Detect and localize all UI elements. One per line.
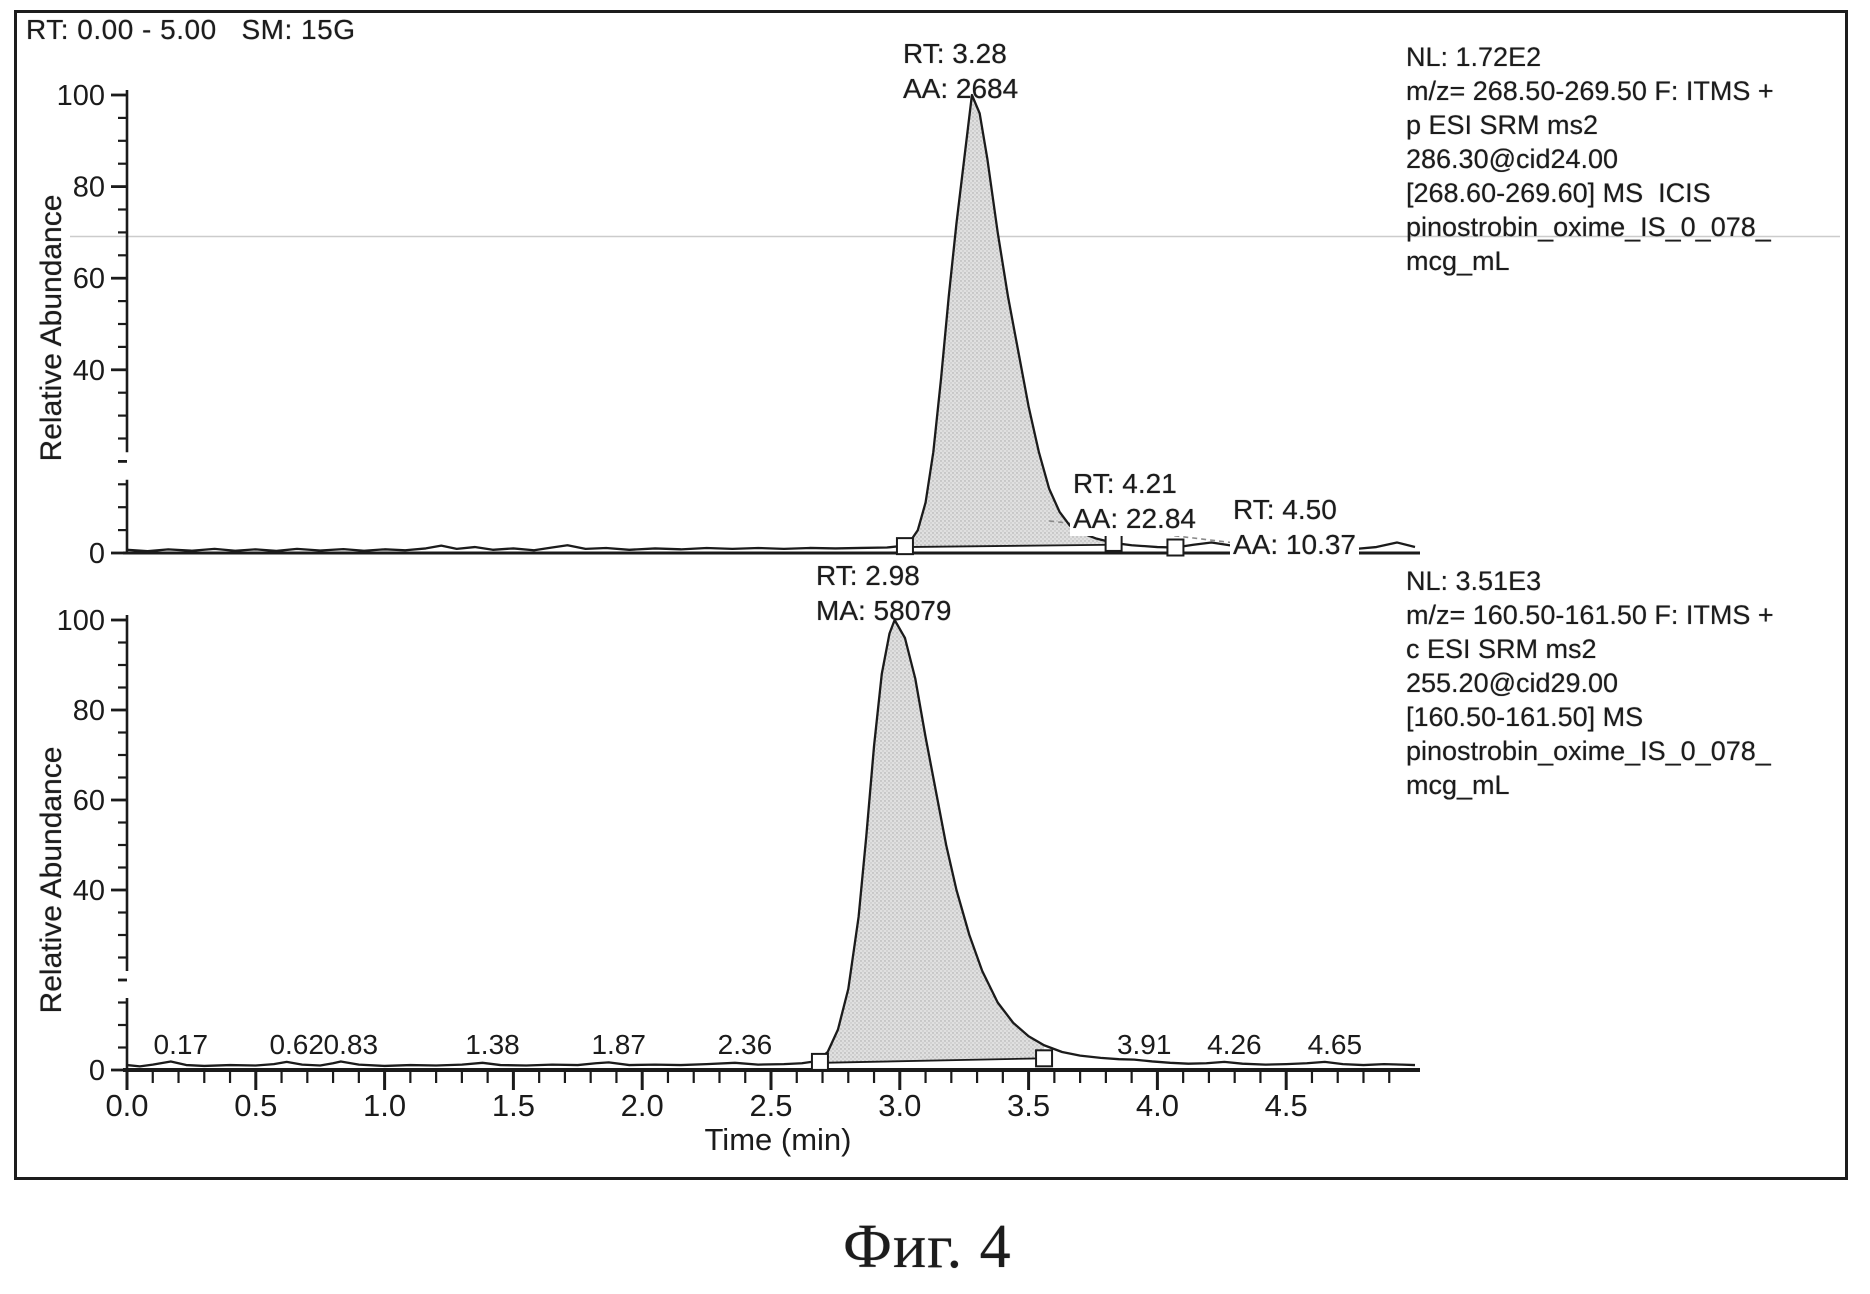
panel-bottom: 100 80 60 40 00.0 0.5 1.0 1.5 2.0 2.5 3.0 3.5 4.0 4.5…: [57, 605, 1420, 1157]
rt-label: 4.26: [1207, 1029, 1262, 1060]
y-tick-label: 80: [73, 695, 105, 727]
peak-label-bottom-main: RT: 2.98 MA: 58079: [816, 560, 952, 626]
peak-fill: [904, 95, 1114, 548]
x-tick-label: 0.0: [105, 1088, 148, 1123]
peak-label-top-rt421: RT: 4.21 AA: 22.84: [1070, 466, 1199, 536]
figure-caption: Фиг. 4: [843, 1213, 1012, 1281]
y-tick-label: 60: [73, 263, 105, 295]
integration-baseline: [904, 543, 1114, 548]
rt-label: 4.65: [1308, 1029, 1363, 1060]
y-tick-label: 100: [57, 80, 105, 112]
x-tick-label: 1.0: [363, 1088, 406, 1123]
integration-marker: [1166, 538, 1185, 557]
integration-marker: [895, 537, 914, 556]
peak-label-top-rt450: RT: 4.50 AA: 10.37: [1230, 492, 1359, 562]
rt-label: 0.62: [269, 1029, 324, 1060]
x-tick-label: 2.5: [749, 1088, 792, 1123]
rt-label: 1.87: [591, 1029, 646, 1060]
y-tick-label: 40: [73, 875, 105, 907]
scan-info-block-bottom: NL: 3.51E3 m/z= 160.50-161.50 F: ITMS + …: [1406, 566, 1774, 800]
integration-marker: [810, 1052, 829, 1071]
peak-fill: [822, 620, 1045, 1063]
y-tick-label: 60: [73, 785, 105, 817]
panel-top: 100 80 60 40 0: [57, 80, 1420, 570]
trace: [126, 93, 1416, 553]
rt-label: 1.38: [465, 1029, 520, 1060]
figure-frame: [14, 10, 1848, 1180]
x-tick-label: 4.0: [1136, 1088, 1179, 1123]
x-tick-label: 3.5: [1007, 1088, 1050, 1123]
y-tick-label: 0: [89, 1055, 105, 1087]
y-tick-label: 80: [73, 172, 105, 204]
scan-info-block-top: NL: 1.72E2 m/z= 268.50-269.50 F: ITMS + …: [1406, 42, 1774, 276]
rt-label: 0.17: [154, 1029, 209, 1060]
integration-baseline: [822, 1057, 1045, 1064]
x-tick-label: 1.5: [492, 1088, 535, 1123]
x-tick-label: 3.0: [878, 1088, 921, 1123]
peak-label-top-main: RT: 3.28 AA: 2684: [903, 38, 1019, 104]
y-tick-label: 100: [57, 605, 105, 637]
x-tick-label: 2.0: [621, 1088, 664, 1123]
y-axis-title-top: Relative Abundance: [35, 194, 68, 462]
integration-marker: [1035, 1049, 1054, 1068]
rt-label: 3.91: [1117, 1029, 1172, 1060]
y-tick-label: 40: [73, 355, 105, 387]
x-tick-label: 4.5: [1265, 1088, 1308, 1123]
x-tick-label: 0.5: [234, 1088, 277, 1123]
x-axis-title: Time (min): [705, 1122, 852, 1157]
retention-range-header: RT: 0.00 - 5.00 SM: 15G: [26, 14, 356, 45]
rt-label: 2.36: [718, 1029, 773, 1060]
y-tick-label: 0: [89, 538, 105, 570]
y-axis-title-bottom: Relative Abundance: [35, 746, 68, 1014]
integration-marker: [1104, 533, 1123, 552]
rt-label: 0.83: [324, 1029, 379, 1060]
trace: [126, 618, 1416, 1068]
